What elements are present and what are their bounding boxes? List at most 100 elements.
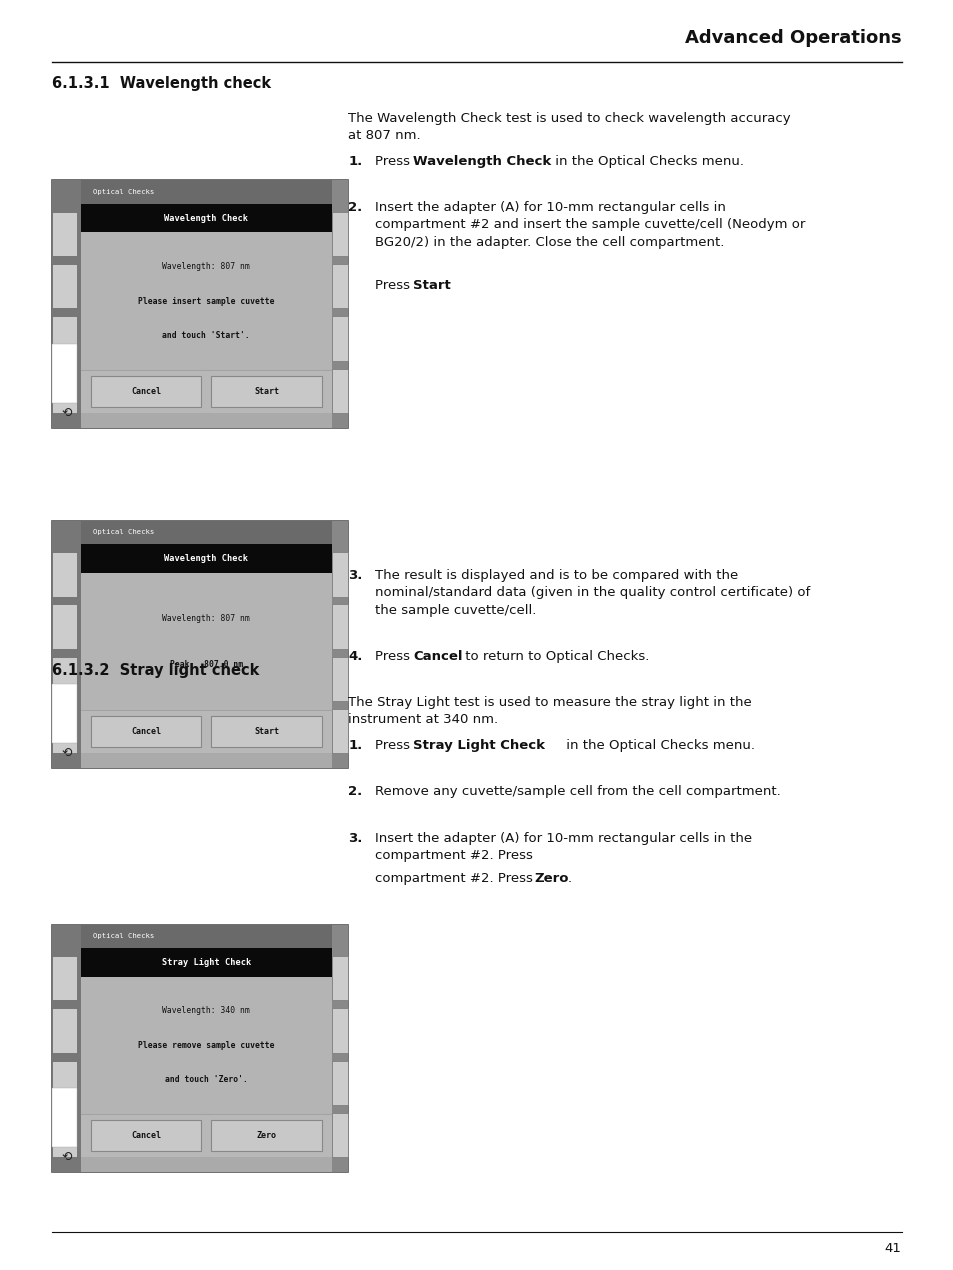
Text: 41: 41 bbox=[883, 1242, 901, 1255]
Text: 2.: 2. bbox=[348, 201, 362, 213]
Bar bbox=[52, 709, 77, 753]
Bar bbox=[52, 521, 348, 768]
Text: Press: Press bbox=[375, 279, 414, 292]
Text: Start: Start bbox=[413, 279, 451, 292]
Bar bbox=[332, 180, 348, 428]
Text: ⟲: ⟲ bbox=[61, 406, 71, 419]
Bar bbox=[332, 264, 348, 309]
Text: Peak:  807.0 nm: Peak: 807.0 nm bbox=[170, 660, 243, 669]
Bar bbox=[52, 552, 77, 597]
Bar bbox=[80, 949, 332, 977]
Text: Wavelength: 340 nm: Wavelength: 340 nm bbox=[162, 1006, 250, 1016]
Bar bbox=[52, 521, 80, 768]
Text: ⟲: ⟲ bbox=[61, 1151, 71, 1163]
Bar bbox=[91, 376, 201, 408]
Text: Wavelength Check: Wavelength Check bbox=[164, 213, 248, 222]
Text: The Stray Light test is used to measure the stray light in the
instrument at 340: The Stray Light test is used to measure … bbox=[348, 696, 751, 726]
Bar bbox=[332, 925, 348, 1172]
Bar bbox=[52, 316, 77, 361]
Bar bbox=[52, 657, 77, 701]
Bar bbox=[52, 1113, 77, 1157]
Text: Insert the adapter (A) for 10-mm rectangular cells in
compartment #2 and insert : Insert the adapter (A) for 10-mm rectang… bbox=[375, 201, 804, 249]
Bar bbox=[80, 370, 332, 413]
Text: Remove any cuvette/sample cell from the cell compartment.: Remove any cuvette/sample cell from the … bbox=[375, 785, 780, 798]
Bar bbox=[52, 212, 77, 257]
Text: 3.: 3. bbox=[348, 569, 362, 582]
Text: to return to Optical Checks.: to return to Optical Checks. bbox=[460, 650, 648, 663]
Text: Please insert sample cuvette: Please insert sample cuvette bbox=[138, 297, 274, 306]
Text: 6.1.3.1  Wavelength check: 6.1.3.1 Wavelength check bbox=[52, 76, 272, 91]
Bar bbox=[80, 710, 332, 753]
Text: Insert the adapter (A) for 10-mm rectangular cells in the
compartment #2. Press: Insert the adapter (A) for 10-mm rectang… bbox=[375, 832, 751, 862]
Bar bbox=[52, 925, 348, 1172]
Text: 3.: 3. bbox=[348, 832, 362, 845]
Bar bbox=[332, 1008, 348, 1053]
Bar bbox=[91, 716, 201, 748]
Bar bbox=[80, 573, 332, 710]
Bar bbox=[332, 368, 348, 413]
Bar bbox=[332, 709, 348, 753]
Text: The result is displayed and is to be compared with the
nominal/standard data (gi: The result is displayed and is to be com… bbox=[375, 569, 809, 617]
Bar bbox=[52, 925, 80, 1172]
Text: 6.1.3.2  Stray light check: 6.1.3.2 Stray light check bbox=[52, 663, 259, 678]
Text: in the Optical Checks menu.: in the Optical Checks menu. bbox=[561, 739, 754, 752]
Bar bbox=[80, 204, 332, 232]
Bar bbox=[52, 180, 80, 428]
Text: compartment #2. Press: compartment #2. Press bbox=[375, 872, 537, 885]
Text: Stray Light Check: Stray Light Check bbox=[413, 739, 544, 752]
Text: Wavelength Check: Wavelength Check bbox=[164, 554, 248, 563]
Bar bbox=[91, 1120, 201, 1152]
Text: Zero: Zero bbox=[534, 872, 568, 885]
Text: Wavelength Check: Wavelength Check bbox=[413, 155, 551, 168]
Bar bbox=[80, 753, 332, 768]
Text: Wavelength: 807 nm: Wavelength: 807 nm bbox=[162, 262, 250, 272]
Text: Optical Checks: Optical Checks bbox=[93, 933, 154, 940]
Text: Press: Press bbox=[375, 650, 414, 663]
Text: The Wavelength Check test is used to check wavelength accuracy
at 807 nm.: The Wavelength Check test is used to che… bbox=[348, 112, 790, 142]
Bar bbox=[52, 1088, 77, 1147]
Bar bbox=[211, 716, 321, 748]
Bar bbox=[332, 212, 348, 257]
Bar bbox=[332, 657, 348, 701]
Bar bbox=[332, 316, 348, 361]
Bar bbox=[52, 1008, 77, 1053]
Text: Advanced Operations: Advanced Operations bbox=[684, 29, 901, 47]
Bar bbox=[332, 1113, 348, 1157]
Bar bbox=[80, 1157, 332, 1172]
Text: Start: Start bbox=[253, 387, 279, 396]
Bar bbox=[80, 545, 332, 573]
Text: Start: Start bbox=[253, 728, 279, 737]
Text: .: . bbox=[567, 872, 571, 885]
Text: Optical Checks: Optical Checks bbox=[93, 530, 154, 536]
Bar bbox=[80, 413, 332, 428]
Text: Zero: Zero bbox=[256, 1132, 276, 1140]
Text: .: . bbox=[445, 279, 449, 292]
Bar bbox=[211, 1120, 321, 1152]
Text: Stray Light Check: Stray Light Check bbox=[161, 958, 251, 966]
Bar bbox=[52, 956, 77, 1001]
Text: 2.: 2. bbox=[348, 785, 362, 798]
Bar bbox=[211, 376, 321, 408]
Text: Cancel: Cancel bbox=[131, 387, 161, 396]
Text: Press: Press bbox=[375, 739, 414, 752]
Text: in the Optical Checks menu.: in the Optical Checks menu. bbox=[551, 155, 743, 168]
Bar bbox=[52, 1060, 77, 1105]
Bar bbox=[332, 521, 348, 768]
Text: Press: Press bbox=[375, 155, 414, 168]
Bar bbox=[332, 552, 348, 597]
Bar bbox=[52, 685, 77, 743]
Text: 4.: 4. bbox=[348, 650, 362, 663]
Bar bbox=[332, 956, 348, 1001]
Text: Cancel: Cancel bbox=[413, 650, 462, 663]
Bar bbox=[80, 232, 332, 370]
Text: and touch 'Start'.: and touch 'Start'. bbox=[162, 331, 250, 340]
Text: Cancel: Cancel bbox=[131, 1132, 161, 1140]
Bar bbox=[332, 605, 348, 649]
Text: Wavelength: 807 nm: Wavelength: 807 nm bbox=[162, 613, 250, 624]
Bar bbox=[80, 925, 332, 949]
Text: ⟲: ⟲ bbox=[61, 747, 71, 759]
Bar bbox=[52, 368, 77, 413]
Bar bbox=[332, 1060, 348, 1105]
Bar bbox=[80, 1114, 332, 1157]
Bar bbox=[52, 605, 77, 649]
